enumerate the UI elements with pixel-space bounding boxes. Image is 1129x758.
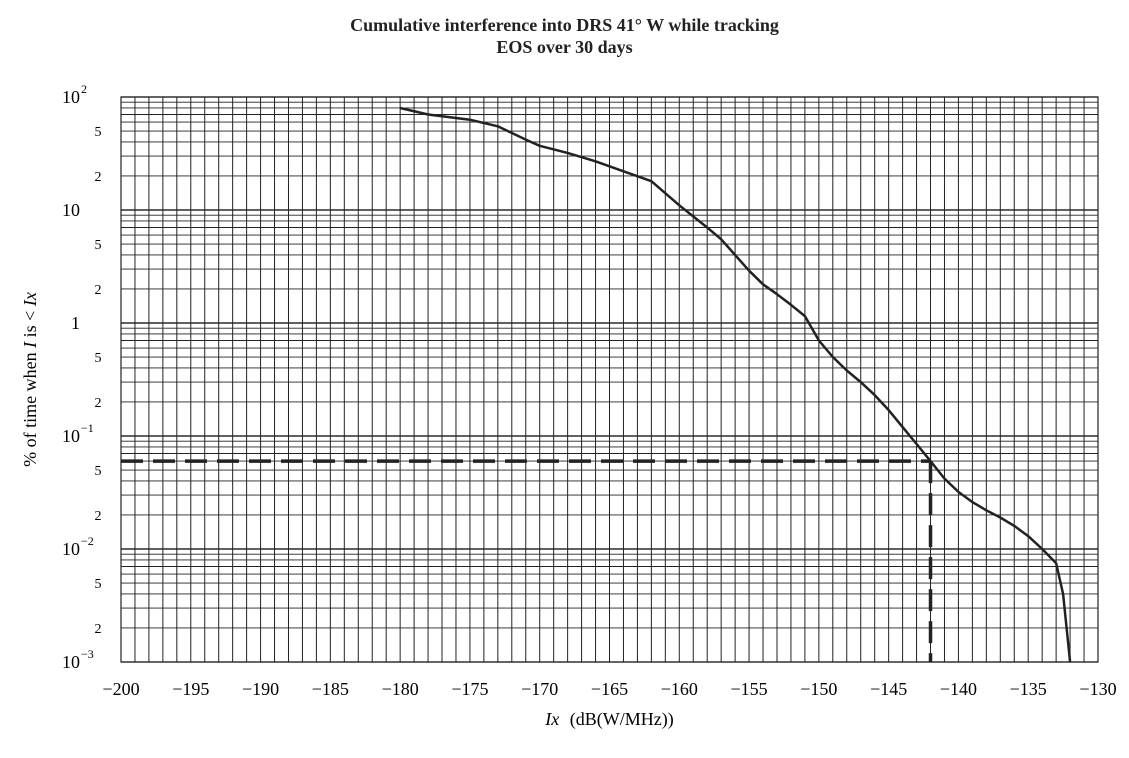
y-tick-minor-label: 5 (95, 577, 102, 592)
y-tick-minor-label: 5 (95, 351, 102, 366)
x-tick-label: −195 (172, 679, 209, 699)
y-tick-minor-label: 5 (95, 125, 102, 140)
y-axis-prefix: % of time when (20, 348, 40, 467)
y-axis-title: % of time when I is < Ix (20, 292, 40, 467)
plot-frame (120, 96, 1099, 663)
x-tick-label: −145 (870, 679, 907, 699)
y-tick-exponent: −1 (81, 421, 94, 435)
x-tick-labels: −200 −195 −190 −185 −180 −175 −170 −165 −160 −155… (102, 679, 1116, 699)
x-tick-label: −190 (242, 679, 279, 699)
x-tick-label: −170 (521, 679, 558, 699)
x-tick-label: −160 (661, 679, 698, 699)
y-tick-label: 10 (62, 652, 80, 672)
x-tick-label: −150 (800, 679, 837, 699)
x-tick-label: −130 (1079, 679, 1116, 699)
x-axis-title: Ix (dB(W/MHz)) (544, 709, 673, 730)
series-layer (399, 106, 1072, 663)
x-tick-label: −165 (591, 679, 628, 699)
y-axis-mid: is < (20, 306, 40, 337)
x-tick-label: −140 (940, 679, 977, 699)
reference-lines (121, 459, 933, 662)
y-tick-minor-label: 2 (95, 622, 102, 637)
y-tick-minor-label: 5 (95, 238, 102, 253)
x-axis-variable: Ix (544, 709, 559, 729)
chart-title: Cumulative interference into DRS 41° W w… (0, 14, 1129, 58)
x-axis-unit: (dB(W/MHz)) (570, 709, 674, 730)
y-tick-minor-label: 2 (95, 283, 102, 298)
y-tick-label: 10 (62, 426, 80, 446)
y-tick-minor-label: 2 (95, 170, 102, 185)
chart-title-line2: EOS over 30 days (496, 37, 633, 57)
y-tick-minor-label: 2 (95, 509, 102, 524)
x-tick-label: −200 (102, 679, 139, 699)
x-tick-label: −135 (1010, 679, 1047, 699)
x-tick-label: −185 (312, 679, 349, 699)
x-tick-label: −155 (730, 679, 767, 699)
y-tick-exponent: 2 (81, 82, 87, 96)
x-tick-label: −175 (451, 679, 488, 699)
y-tick-minor-label: 2 (95, 396, 102, 411)
y-tick-label: 10 (62, 200, 80, 220)
y-tick-label: 10 (62, 87, 80, 107)
y-tick-exponent: −2 (81, 534, 94, 548)
y-tick-minor-label: 5 (95, 464, 102, 479)
y-tick-label: 1 (71, 313, 80, 333)
grid-lines (120, 96, 1099, 663)
chart-title-line1: Cumulative interference into DRS 41° W w… (350, 15, 779, 35)
x-tick-label: −180 (382, 679, 419, 699)
y-axis-variable-i: I (20, 341, 40, 349)
y-tick-exponent: −3 (81, 647, 94, 661)
y-axis-variable-ix: Ix (20, 292, 40, 307)
series-line (399, 106, 1072, 663)
y-tick-label: 10 (62, 539, 80, 559)
